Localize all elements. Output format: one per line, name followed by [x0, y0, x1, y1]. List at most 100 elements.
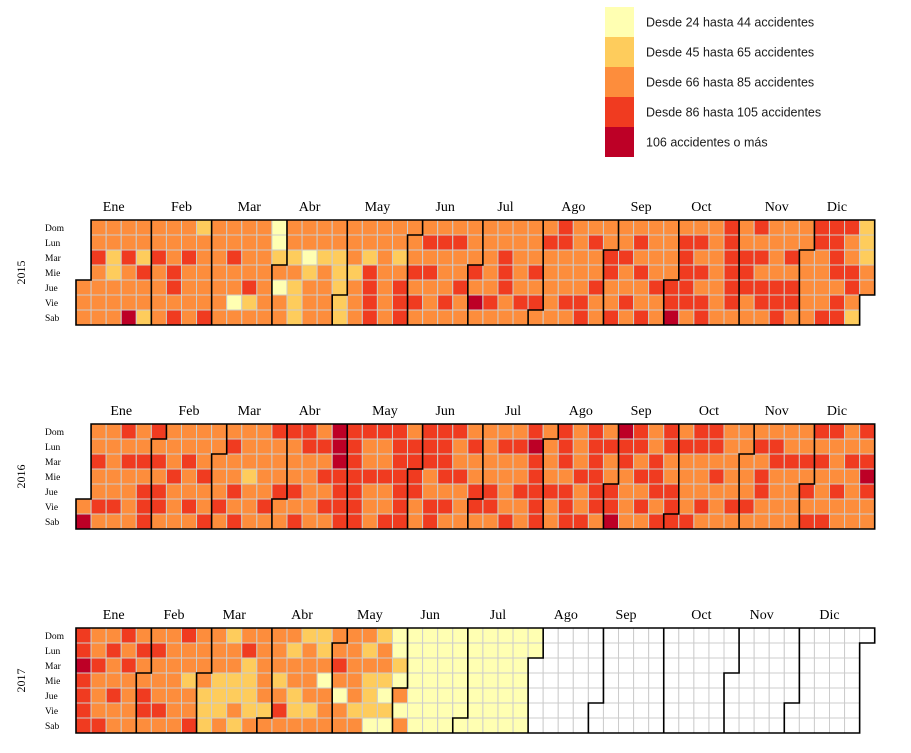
day-cell [241, 453, 258, 470]
day-cell [829, 438, 846, 455]
weekday-label: Sab [45, 314, 60, 324]
month-label: Ene [103, 200, 125, 215]
day-cell [241, 468, 258, 485]
day-cell [90, 294, 107, 311]
day-cell [376, 672, 393, 689]
day-cell [376, 423, 393, 440]
day-cell [497, 498, 514, 515]
day-cell [391, 219, 409, 236]
day-cell [105, 702, 122, 719]
month-boundary [798, 424, 816, 529]
day-cell [527, 513, 544, 530]
day-cell [316, 657, 333, 674]
day-cell [211, 498, 228, 515]
day-cell [316, 513, 333, 530]
day-cell [708, 234, 725, 251]
day-cell [587, 423, 604, 440]
legend-swatch-3 [605, 67, 634, 97]
day-cell [482, 309, 499, 326]
day-cell [798, 657, 815, 674]
day-cell [316, 702, 333, 719]
day-cell [663, 687, 680, 704]
day-cell [813, 627, 830, 644]
day-cell [557, 309, 574, 326]
day-cell [211, 279, 228, 296]
day-cell [753, 264, 770, 281]
day-cell [663, 234, 680, 251]
day-cell [376, 294, 393, 311]
day-cell [602, 234, 620, 251]
day-cell [648, 264, 665, 281]
day-cell [120, 234, 137, 251]
day-cell [120, 219, 137, 236]
day-cell [693, 438, 710, 455]
day-cell [135, 219, 152, 236]
day-cell [738, 513, 755, 530]
weekday-label: Mie [45, 473, 60, 483]
day-cell [120, 513, 137, 530]
day-cell [633, 294, 650, 311]
day-cell [331, 423, 348, 440]
day-cell [316, 438, 333, 455]
day-cell [542, 483, 559, 500]
day-cell [572, 687, 589, 704]
day-cell [437, 672, 454, 689]
day-cell [542, 279, 559, 296]
day-cell [376, 642, 393, 659]
day-cell [813, 234, 830, 251]
day-cell [829, 642, 846, 659]
day-cell [859, 468, 876, 485]
month-label: Sep [631, 200, 652, 215]
day-cell [844, 249, 861, 266]
day-cell [829, 453, 846, 470]
day-cell [512, 483, 529, 500]
month-boundary [256, 628, 273, 733]
day-cell [226, 309, 243, 326]
day-cell [527, 657, 544, 674]
day-cell [798, 672, 815, 689]
month-label: Ago [554, 608, 578, 623]
day-cell [602, 468, 620, 485]
day-cell [452, 498, 469, 515]
day-cell [633, 483, 650, 500]
day-cell [572, 279, 589, 296]
day-cell [196, 294, 213, 311]
day-cell [618, 657, 635, 674]
day-cell [346, 513, 363, 530]
day-cell [316, 279, 333, 296]
day-cell [301, 423, 318, 440]
day-cell [135, 702, 152, 719]
day-cell [783, 294, 800, 311]
day-cell [120, 498, 137, 515]
day-cell [783, 438, 800, 455]
day-cell [527, 294, 544, 311]
day-cell [135, 627, 152, 644]
day-cell [452, 483, 469, 500]
month-label: Jul [490, 608, 506, 623]
day-cell [361, 219, 378, 236]
day-cell [648, 687, 665, 704]
day-cell [527, 642, 544, 659]
day-cell [196, 627, 213, 644]
day-cell [557, 702, 574, 719]
day-cell [437, 438, 454, 455]
day-cell [316, 423, 333, 440]
day-cell [527, 498, 544, 515]
month-label: Ago [569, 404, 593, 419]
day-cell [542, 498, 559, 515]
day-cell [361, 423, 378, 440]
day-cell [196, 249, 213, 266]
day-cell [829, 513, 846, 530]
month-boundary [406, 220, 424, 325]
day-cell [723, 423, 740, 440]
day-cell [105, 687, 122, 704]
day-cell [587, 453, 604, 470]
day-cell [844, 627, 861, 644]
day-cell [346, 234, 363, 251]
day-cell [587, 627, 604, 644]
day-cell [211, 642, 228, 659]
day-cell [723, 438, 740, 455]
day-cell [723, 687, 740, 704]
day-cell [768, 309, 785, 326]
day-cell [633, 672, 650, 689]
